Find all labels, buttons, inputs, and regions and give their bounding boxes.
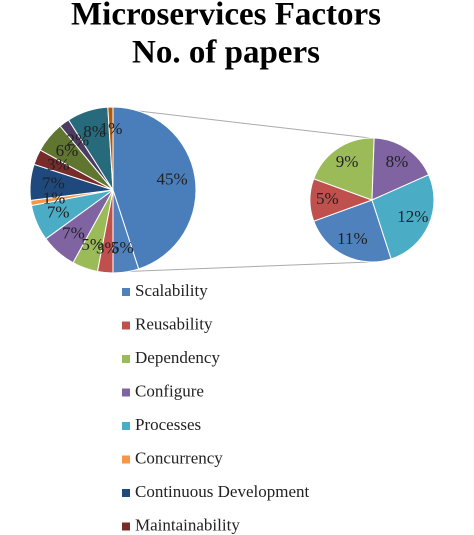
- legend-swatch: [122, 355, 130, 363]
- pie-slice: [107, 106, 114, 191]
- data-label: 1%: [43, 188, 66, 207]
- legend-swatch: [122, 321, 130, 330]
- data-label: 9%: [336, 152, 359, 171]
- data-label: 6%: [56, 141, 79, 160]
- chart-title: No. of papers: [132, 35, 320, 71]
- data-label: 1%: [100, 119, 123, 138]
- legend-label: Processes: [135, 415, 201, 434]
- legend-label: Scalability: [135, 281, 208, 300]
- data-label: 7%: [47, 203, 70, 222]
- data-label: 45%: [156, 170, 187, 189]
- legend-swatch: [122, 489, 130, 497]
- legend-label: Continuous Development: [135, 482, 310, 501]
- data-label: 2%: [67, 131, 90, 150]
- legend-swatch: [122, 388, 130, 397]
- data-label: 3%: [96, 238, 119, 257]
- legend-swatch: [122, 422, 130, 430]
- data-label: 3%: [47, 155, 70, 174]
- data-label: 5%: [316, 189, 339, 208]
- legend-label: Concurrency: [135, 448, 223, 467]
- connector: [112, 107, 371, 139]
- data-label: 7%: [42, 173, 65, 192]
- legend-label: Maintainability: [135, 515, 240, 534]
- pie-slice: [112, 106, 197, 270]
- connector: [112, 261, 371, 273]
- legend-label: Dependency: [135, 348, 220, 367]
- legend-swatch: [122, 455, 130, 464]
- pie-slice: [371, 174, 435, 260]
- data-label: 11%: [337, 229, 368, 248]
- pie-slice: [371, 137, 430, 201]
- legend-label: Reusability: [135, 314, 213, 333]
- data-label: 12%: [397, 207, 428, 226]
- data-label: 5%: [111, 238, 134, 257]
- chart-title: Microservices Factors: [71, 0, 381, 33]
- pie-slice: [313, 137, 375, 201]
- legend-swatch: [122, 288, 130, 296]
- data-label: 7%: [62, 224, 85, 243]
- data-label: 8%: [83, 122, 106, 141]
- pie-slice: [313, 199, 392, 263]
- data-label: 5%: [81, 235, 104, 254]
- legend-swatch: [122, 522, 130, 531]
- data-label: 8%: [386, 152, 409, 171]
- legend-label: Configure: [135, 381, 204, 400]
